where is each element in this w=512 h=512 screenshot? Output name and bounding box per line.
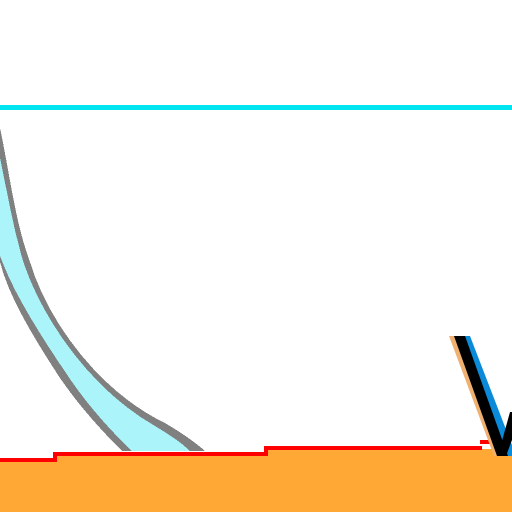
stroke-core bbox=[454, 336, 508, 456]
cyan-horizon-line bbox=[0, 105, 512, 110]
orange-ground bbox=[0, 449, 512, 512]
dark-diagonal-stroke bbox=[449, 336, 512, 456]
curved-cyan-blade-fill bbox=[0, 158, 190, 451]
stroke-right-arm bbox=[499, 412, 512, 456]
curved-cyan-blade bbox=[0, 128, 205, 451]
